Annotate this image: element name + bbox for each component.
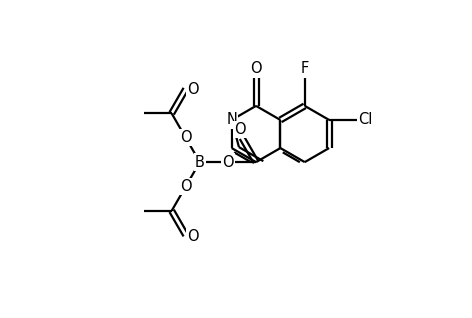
Text: F: F — [301, 61, 309, 76]
Text: Cl: Cl — [358, 113, 372, 128]
Text: O: O — [235, 122, 246, 137]
Text: B: B — [195, 155, 205, 169]
Text: O: O — [180, 179, 192, 194]
Text: O: O — [180, 130, 192, 145]
Text: O: O — [187, 229, 199, 244]
Text: O: O — [222, 155, 234, 169]
Text: O: O — [187, 81, 199, 97]
Text: N: N — [226, 113, 237, 128]
Text: O: O — [250, 61, 262, 76]
